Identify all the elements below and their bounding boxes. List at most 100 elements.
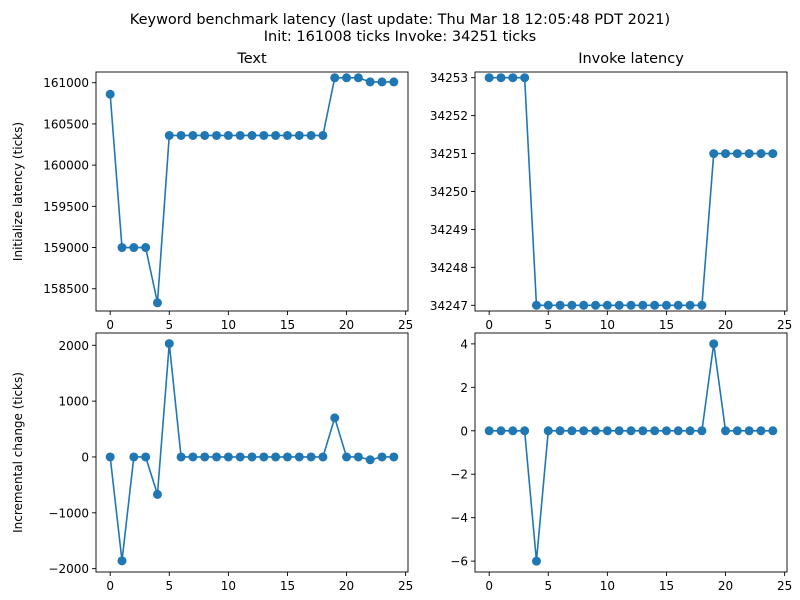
figure-title-line1: Keyword benchmark latency (last update: …: [130, 12, 670, 28]
text-init-series-line: [109, 76, 394, 303]
text-init-point: [377, 77, 387, 87]
chart-invoke-incremental: 0 5 10 15 20 25 −6 −4 −2 0 2 4: [450, 332, 792, 593]
text-init-point: [152, 298, 162, 308]
text-init-point: [247, 130, 257, 140]
chart-text-init: 0 5 10 15 20 25 158500 159000 159500 160000 160500…: [11, 51, 413, 332]
invoke-incremental-point: [756, 426, 766, 436]
invoke-incremental-xtick-label: 15: [659, 579, 674, 593]
invoke-incremental-point: [638, 426, 648, 436]
text-incremental-point: [188, 452, 198, 462]
text-init-xtick-label: 15: [280, 318, 295, 332]
text-incremental-point: [353, 452, 363, 462]
invoke-incremental-point: [520, 426, 530, 436]
text-incremental-point: [271, 452, 281, 462]
invoke-latency-ytick-label: 34249: [430, 223, 468, 237]
text-incremental-point: [318, 452, 328, 462]
text-init-point: [342, 73, 352, 83]
invoke-latency-ytick-label: 34253: [430, 71, 468, 85]
invoke-latency-point: [661, 300, 671, 310]
text-init-ytick-label: 159500: [43, 200, 89, 214]
text-init-ytick-label: 160500: [43, 117, 89, 131]
invoke-incremental-point: [484, 426, 494, 436]
text-init-xtick-label: 25: [398, 318, 413, 332]
invoke-latency-point: [768, 149, 778, 159]
text-incremental-xtick-label: 15: [280, 579, 295, 593]
text-incremental-point: [365, 455, 375, 465]
invoke-incremental-point: [661, 426, 671, 436]
text-init-point: [212, 130, 222, 140]
text-incremental-ytick-label: 1000: [58, 395, 89, 409]
invoke-incremental-point: [579, 426, 589, 436]
text-incremental-point: [235, 452, 245, 462]
invoke-latency-xtick-label: 20: [718, 318, 733, 332]
invoke-incremental-point: [721, 426, 731, 436]
text-init-point: [164, 130, 174, 140]
invoke-incremental-point: [673, 426, 683, 436]
text-incremental-point: [105, 452, 115, 462]
text-init-point: [188, 130, 198, 140]
text-incremental-point: [389, 452, 399, 462]
invoke-incremental-ytick-label: −6: [450, 555, 468, 569]
text-incremental-xtick-label: 20: [339, 579, 354, 593]
invoke-incremental-point: [602, 426, 612, 436]
chart-text-incremental: 0 5 10 15 20 25 −2000 −1000 0 1000 2000 Incremental…: [11, 332, 413, 593]
text-init-point: [365, 77, 375, 87]
text-incremental-point: [247, 452, 257, 462]
figure-title-line2: Init: 161008 ticks Invoke: 34251 ticks: [264, 29, 536, 45]
invoke-latency-series-line: [489, 76, 773, 307]
invoke-latency-xtick-label: 0: [485, 318, 493, 332]
invoke-latency-point: [567, 300, 577, 310]
chart-invoke-latency: 0 5 10 15 20 25 34247 34248 34249 34250 34251 34252…: [430, 51, 792, 332]
invoke-latency-ytick-label: 34252: [430, 109, 468, 123]
text-incremental-point: [164, 339, 174, 349]
text-incremental-frame: [95, 332, 409, 573]
text-init-xtick-label: 10: [221, 318, 236, 332]
invoke-incremental-ytick-label: −4: [450, 511, 468, 525]
text-init-title: Text: [236, 51, 267, 67]
text-incremental-ytick-label: 0: [81, 450, 89, 464]
text-incremental-point: [223, 452, 233, 462]
invoke-incremental-point: [543, 426, 553, 436]
text-incremental-point: [176, 452, 186, 462]
text-incremental-point: [377, 452, 387, 462]
invoke-incremental-point: [496, 426, 506, 436]
text-init-point: [176, 130, 186, 140]
text-init-point: [318, 130, 328, 140]
invoke-latency-ytick-label: 34248: [430, 261, 468, 275]
text-incremental-series-line: [109, 343, 394, 561]
text-init-point: [141, 243, 151, 253]
invoke-latency-title: Invoke latency: [578, 51, 684, 67]
text-init-point: [294, 130, 304, 140]
text-incremental-point: [294, 452, 304, 462]
text-init-point: [330, 73, 340, 83]
invoke-incremental-xtick-label: 10: [600, 579, 615, 593]
invoke-incremental-point: [697, 426, 707, 436]
invoke-latency-point: [602, 300, 612, 310]
text-incremental-xtick-label: 10: [221, 579, 236, 593]
invoke-incremental-point: [555, 426, 565, 436]
invoke-latency-point: [650, 300, 660, 310]
invoke-latency-point: [744, 149, 754, 159]
invoke-incremental-point: [591, 426, 601, 436]
text-init-ytick-label: 159000: [43, 241, 89, 255]
invoke-incremental-ytick-label: 2: [460, 381, 468, 395]
text-incremental-ylabel: Incremental change (ticks): [11, 372, 25, 533]
text-init-point: [306, 130, 316, 140]
invoke-incremental-frame: [474, 332, 788, 573]
invoke-latency-point: [496, 73, 506, 83]
invoke-latency-ytick-label: 34247: [430, 299, 468, 313]
invoke-latency-point: [591, 300, 601, 310]
text-init-ytick-label: 161000: [43, 76, 89, 90]
text-init-point: [117, 243, 127, 253]
text-init-xtick-label: 0: [106, 318, 114, 332]
text-init-ytick-label: 158500: [43, 282, 89, 296]
invoke-incremental-xtick-label: 20: [718, 579, 733, 593]
text-incremental-xtick-label: 5: [165, 579, 173, 593]
text-init-point: [235, 130, 245, 140]
invoke-latency-point: [579, 300, 589, 310]
text-incremental-point: [342, 452, 352, 462]
invoke-latency-point: [508, 73, 518, 83]
text-incremental-point: [152, 489, 162, 499]
text-init-point: [105, 89, 115, 99]
